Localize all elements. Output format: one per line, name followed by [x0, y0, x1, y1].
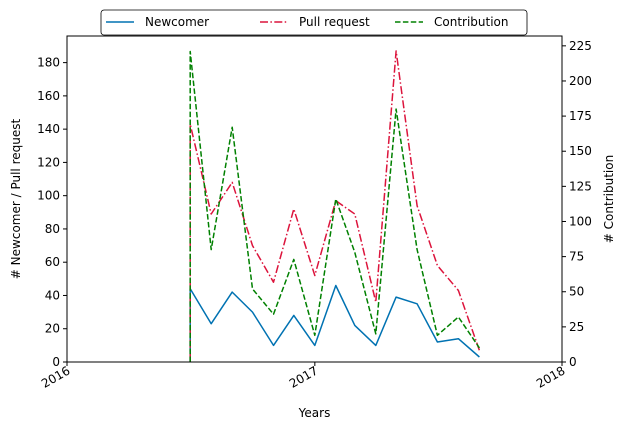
y-left-tick-label: 100	[37, 189, 60, 203]
y-right-tick-label: 125	[569, 179, 592, 193]
y-right-tick-label: 0	[569, 355, 577, 369]
y-axis-right: 0 25 50 75 100 125 150 175 200 225	[562, 39, 592, 369]
series-line-contribution	[189, 50, 481, 362]
plot-lines	[189, 50, 481, 362]
y-axis-right-label: # Contribution	[602, 155, 616, 243]
x-tick-label: 2018	[534, 363, 567, 390]
y-left-tick-label: 140	[37, 122, 60, 136]
y-right-tick-label: 25	[569, 320, 584, 334]
x-tick-label: 2017	[287, 363, 320, 390]
x-axis-label: Years	[298, 406, 331, 420]
legend: Newcomer Pull request Contribution	[100, 9, 528, 36]
y-left-tick-label: 20	[45, 322, 60, 336]
y-left-tick-label: 120	[37, 155, 60, 169]
legend-label: Pull request	[299, 15, 370, 29]
y-right-tick-label: 100	[569, 214, 592, 228]
y-right-tick-label: 175	[569, 109, 592, 123]
y-left-tick-label: 80	[45, 222, 60, 236]
y-axis-left-label: # Newcomer / Pull request	[9, 119, 23, 280]
y-right-tick-label: 50	[569, 285, 584, 299]
y-right-tick-label: 75	[569, 250, 584, 264]
plot-frame	[66, 35, 563, 363]
legend-label: Newcomer	[145, 15, 209, 29]
y-right-tick-label: 200	[569, 74, 592, 88]
y-right-tick-label: 225	[569, 39, 592, 53]
legend-label: Contribution	[434, 15, 509, 29]
x-axis: 2016 2017 2018	[39, 362, 568, 391]
series-line-pull-request	[189, 50, 481, 362]
y-left-tick-label: 180	[37, 56, 60, 70]
y-left-tick-label: 160	[37, 89, 60, 103]
legend-box	[100, 9, 528, 36]
y-axis-left: 0 20 40 60 80 100 120 140 160 180	[37, 56, 67, 369]
y-left-tick-label: 60	[45, 255, 60, 269]
y-left-tick-label: 40	[45, 288, 60, 302]
y-right-tick-label: 150	[569, 144, 592, 158]
series-line-newcomer	[189, 284, 480, 362]
y-left-tick-label: 0	[52, 355, 60, 369]
